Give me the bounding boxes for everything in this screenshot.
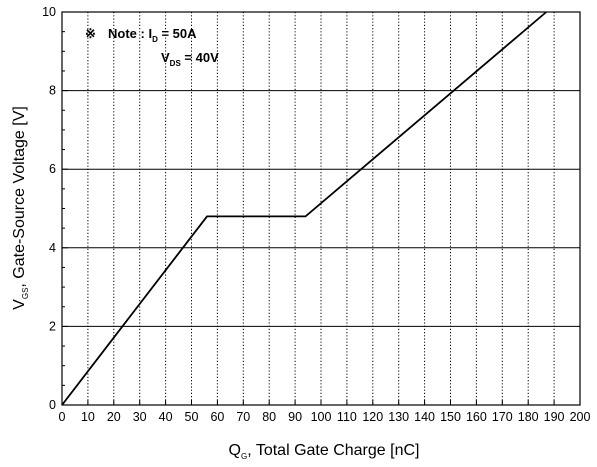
x-tick-label: 70 (236, 410, 250, 424)
y-tick-label: 4 (49, 241, 56, 255)
x-tick-label: 100 (311, 410, 332, 424)
x-tick-label: 20 (107, 410, 121, 424)
note-line2-sub: DS (170, 59, 182, 68)
note-line1-sub: D (152, 35, 158, 44)
note-line1-prefix: Note : I (108, 26, 152, 41)
x-axis-title: QG, Total Gate Charge [nC] (229, 442, 420, 461)
x-tick-label: 130 (388, 410, 409, 424)
series-line (61, 11, 547, 406)
x-tick-label: 40 (159, 410, 173, 424)
x-tick-label: 90 (288, 410, 302, 424)
svg-text:Note : ID = 50A: Note : ID = 50A (108, 26, 197, 44)
note-annotation: ※ Note : ID = 50A VDS = 40V (85, 26, 219, 68)
y-tick-label: 8 (49, 84, 56, 98)
y-axis-title: VGS, Gate-Source Voltage [V] (11, 106, 30, 310)
y-tick-label: 10 (42, 5, 56, 19)
x-tick-label: 0 (59, 410, 66, 424)
y-tick-label: 2 (49, 319, 56, 333)
x-tick-label: 10 (81, 410, 95, 424)
y-tick-labels: 0 2 4 6 8 10 (42, 5, 56, 412)
x-tick-label: 110 (337, 410, 357, 424)
x-tick-label: 50 (185, 410, 199, 424)
x-tick-label: 160 (466, 410, 487, 424)
x-tick-label: 150 (440, 410, 461, 424)
x-tick-label: 180 (518, 410, 539, 424)
x-tick-label: 30 (133, 410, 147, 424)
x-tick-labels: 0 10 20 30 40 50 60 70 80 90 100 110 120 130 140 150 160… (59, 410, 591, 424)
ticks (61, 11, 581, 406)
note-symbol: ※ (85, 26, 96, 41)
svg-text:VDS = 40V: VDS = 40V (161, 50, 219, 68)
x-tick-label: 120 (362, 410, 383, 424)
y-tick-label: 0 (49, 398, 56, 412)
note-line2-suffix: = 40V (181, 50, 219, 65)
x-tick-label: 80 (262, 410, 276, 424)
note-line2-prefix: V (161, 50, 170, 65)
grid (62, 12, 580, 405)
x-tick-label: 200 (570, 410, 591, 424)
note-line1-suffix: = 50A (158, 26, 197, 41)
x-tick-label: 140 (414, 410, 435, 424)
x-tick-label: 190 (544, 410, 565, 424)
plot-frame (61, 11, 581, 406)
x-tick-label: 60 (210, 410, 224, 424)
x-tick-label: 170 (492, 410, 513, 424)
y-tick-label: 6 (49, 162, 56, 176)
